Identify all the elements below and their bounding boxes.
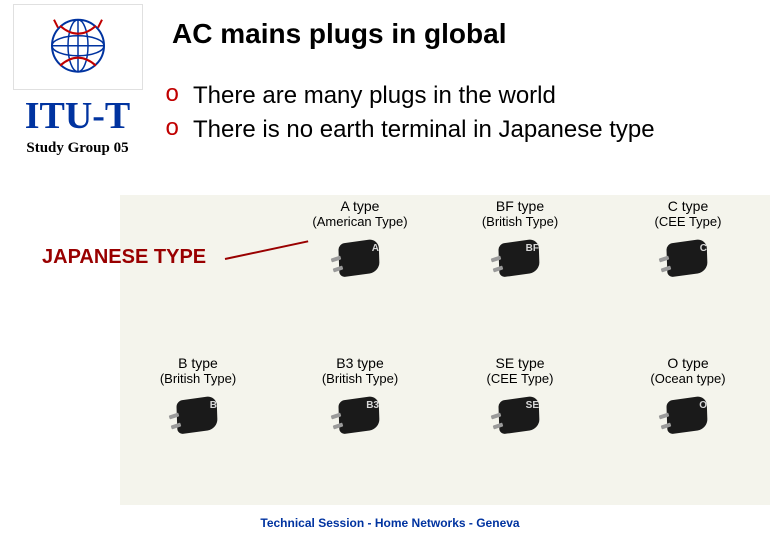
plug-subtype-label: (American Type) bbox=[290, 214, 430, 229]
bullet-text: There is no earth terminal in Japanese t… bbox=[193, 116, 655, 143]
plug-icon: C bbox=[659, 235, 717, 281]
plug-subtype-label: (CEE Type) bbox=[450, 371, 590, 386]
plug-item: SE type(CEE Type) SE bbox=[450, 355, 590, 438]
itu-logo bbox=[13, 4, 143, 90]
itu-t-label: ITU-T bbox=[0, 94, 155, 138]
plug-type-label: B3 type bbox=[290, 355, 430, 371]
plug-icon: BF bbox=[491, 235, 549, 281]
bullet-list: o There are many plugs in the world o Th… bbox=[165, 80, 765, 149]
plug-icon: B bbox=[169, 392, 227, 438]
plug-type-label: A type bbox=[290, 198, 430, 214]
plug-subtype-label: (CEE Type) bbox=[618, 214, 758, 229]
plug-subtype-label: (British Type) bbox=[128, 371, 268, 386]
bullet-item: o There is no earth terminal in Japanese… bbox=[165, 114, 765, 146]
plug-item: O type(Ocean type) O bbox=[618, 355, 758, 438]
footer-text: Technical Session - Home Networks - Gene… bbox=[0, 516, 780, 530]
bullet-item: o There are many plugs in the world bbox=[165, 80, 765, 112]
bullet-marker: o bbox=[165, 80, 179, 112]
plug-type-label: BF type bbox=[450, 198, 590, 214]
plug-item: B type(British Type) B bbox=[128, 355, 268, 438]
bullet-text: There are many plugs in the world bbox=[193, 82, 556, 109]
plug-type-label: O type bbox=[618, 355, 758, 371]
plug-icon: O bbox=[659, 392, 717, 438]
plug-subtype-label: (British Type) bbox=[450, 214, 590, 229]
plugs-panel: A type(American Type)ABF type(British Ty… bbox=[120, 195, 770, 505]
plug-item: B3 type(British Type) B3 bbox=[290, 355, 430, 438]
plug-icon: SE bbox=[491, 392, 549, 438]
plug-type-label: B type bbox=[128, 355, 268, 371]
study-group-label: Study Group 05 bbox=[0, 140, 155, 157]
plug-subtype-label: (Ocean type) bbox=[618, 371, 758, 386]
plug-type-label: SE type bbox=[450, 355, 590, 371]
plug-type-label: C type bbox=[618, 198, 758, 214]
plug-icon: A bbox=[331, 235, 389, 281]
page-title: AC mains plugs in global bbox=[172, 18, 506, 50]
plug-item: BF type(British Type) BF bbox=[450, 198, 590, 281]
itu-globe-icon bbox=[46, 14, 110, 78]
plug-item: A type(American Type) A bbox=[290, 198, 430, 281]
plug-item: C type(CEE Type) C bbox=[618, 198, 758, 281]
bullet-marker: o bbox=[165, 114, 179, 146]
japanese-type-callout: JAPANESE TYPE bbox=[42, 246, 206, 269]
sidebar: ITU-T Study Group 05 bbox=[0, 0, 155, 200]
plug-subtype-label: (British Type) bbox=[290, 371, 430, 386]
plug-icon: B3 bbox=[331, 392, 389, 438]
